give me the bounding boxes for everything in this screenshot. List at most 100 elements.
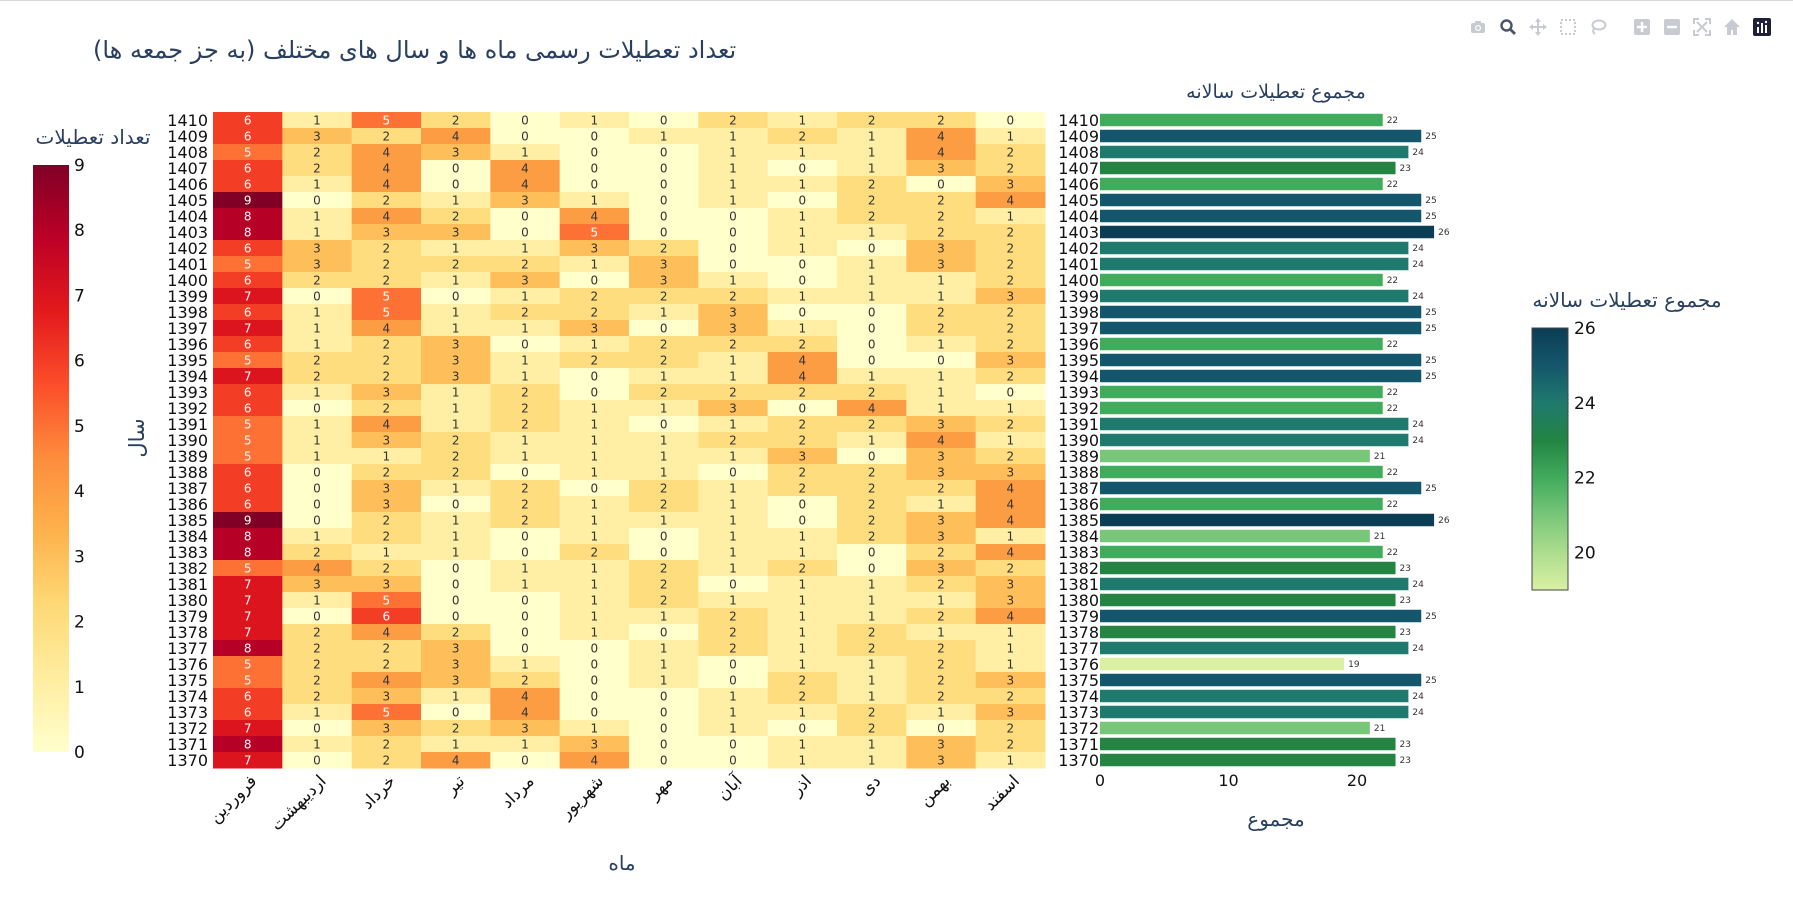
heatmap-cell-label: 1 xyxy=(521,450,529,464)
heatmap-cell-label: 1 xyxy=(452,194,460,208)
heatmap-cell xyxy=(906,320,977,337)
heatmap-cell xyxy=(975,384,1046,401)
heatmap-cell-label: 1 xyxy=(1007,626,1015,640)
heatmap-cell xyxy=(351,640,422,657)
heatmap-cell xyxy=(906,416,977,433)
heatmap-cell xyxy=(906,672,977,689)
heatmap-cell-label: 2 xyxy=(383,242,391,256)
heatmap-cell xyxy=(559,256,630,273)
bar xyxy=(1100,129,1422,143)
heatmap-cell-label: 0 xyxy=(521,210,529,224)
heatmap-cell-label: 1 xyxy=(660,658,668,672)
heatmap-cell xyxy=(282,240,353,257)
bar-y-tick: 1372 xyxy=(1058,719,1099,738)
heatmap-cell xyxy=(837,320,907,337)
heatmap-cell xyxy=(351,400,422,417)
heatmap-cell xyxy=(490,576,561,593)
plotly-logo-icon[interactable] xyxy=(1749,16,1775,38)
heatmap-cell xyxy=(282,368,353,385)
heatmap-cell-label: 1 xyxy=(799,322,807,336)
box-select-icon[interactable] xyxy=(1555,16,1581,38)
heatmap-cell-label: 0 xyxy=(729,674,737,688)
heatmap-cell-label: 1 xyxy=(729,722,737,736)
heatmap-cell xyxy=(906,656,977,673)
autoscale-icon[interactable] xyxy=(1689,16,1715,38)
heatmap-y-tick: 1406 xyxy=(167,175,208,194)
heatmap-y-tick: 1397 xyxy=(167,319,208,338)
heatmap-cell-label: 0 xyxy=(452,178,460,192)
heatmap-cell xyxy=(213,592,283,609)
heatmap-cell xyxy=(421,272,491,289)
heatmap-cell xyxy=(837,736,907,753)
lasso-icon[interactable] xyxy=(1585,16,1611,38)
heatmap-cell-label: 1 xyxy=(868,578,876,592)
heatmap-cell-label: 1 xyxy=(521,578,529,592)
heatmap-cell-label: 4 xyxy=(1007,498,1015,512)
heatmap-cell xyxy=(213,688,283,705)
heatmap-cell-label: 2 xyxy=(937,482,945,496)
heatmap-cell xyxy=(837,336,907,353)
camera-icon[interactable] xyxy=(1465,16,1491,38)
reset-axes-icon[interactable] xyxy=(1719,16,1745,38)
heatmap-cell xyxy=(559,144,630,161)
zoom-out-icon[interactable] xyxy=(1659,16,1685,38)
heatmap-cell xyxy=(698,640,769,657)
heatmap-cell xyxy=(559,320,630,337)
heatmap-cell xyxy=(698,272,769,289)
heatmap-cell xyxy=(837,160,907,177)
bar-y-tick: 1379 xyxy=(1058,607,1099,626)
heatmap-cell xyxy=(767,352,838,369)
zoom-in-icon[interactable] xyxy=(1629,16,1655,38)
heatmap-cell xyxy=(351,128,422,145)
heatmap-cell-label: 3 xyxy=(937,242,945,256)
heatmap-cell xyxy=(767,464,838,481)
heatmap-cell-label: 3 xyxy=(937,754,945,768)
heatmap-cell xyxy=(490,480,561,497)
zoom-icon[interactable] xyxy=(1495,16,1521,38)
heatmap-cell-label: 2 xyxy=(660,242,668,256)
heatmap-cell-label: 1 xyxy=(1007,210,1015,224)
heatmap-cell-label: 3 xyxy=(1007,578,1015,592)
heatmap-cell xyxy=(698,416,769,433)
heatmap-cell-label: 1 xyxy=(868,434,876,448)
bar-y-tick: 1380 xyxy=(1058,591,1099,610)
heatmap-x-axis-title: ماه xyxy=(608,851,635,875)
heatmap-cell xyxy=(351,688,422,705)
heatmap-cell-label: 2 xyxy=(1007,738,1015,752)
pan-icon[interactable] xyxy=(1525,16,1551,38)
heatmap-cell-label: 0 xyxy=(660,210,668,224)
heatmap-cell xyxy=(421,720,491,737)
heatmap-cell-label: 2 xyxy=(868,706,876,720)
bar xyxy=(1100,689,1409,703)
heatmap-cell-label: 0 xyxy=(660,626,668,640)
heatmap-cell xyxy=(767,160,838,177)
heatmap-cell-label: 0 xyxy=(660,738,668,752)
heatmap-cell xyxy=(421,128,491,145)
bar-value-label: 24 xyxy=(1412,692,1424,702)
heatmap-cell-label: 1 xyxy=(799,706,807,720)
bar-y-tick: 1386 xyxy=(1058,495,1099,514)
heatmap-y-tick: 1403 xyxy=(167,223,208,242)
heatmap-cell-label: 2 xyxy=(799,562,807,576)
heatmap-cell xyxy=(351,176,422,193)
bar xyxy=(1100,305,1422,319)
bar-value-label: 23 xyxy=(1400,596,1411,606)
bar xyxy=(1100,721,1370,735)
heatmap-cell xyxy=(837,640,907,657)
heatmap-cell xyxy=(767,304,838,321)
heatmap-cell xyxy=(351,208,422,225)
heatmap-cell xyxy=(421,288,491,305)
heatmap-cell-label: 2 xyxy=(383,354,391,368)
heatmap-cell xyxy=(629,704,699,721)
heatmap-cell xyxy=(629,656,699,673)
heatmap-cell xyxy=(213,384,283,401)
heatmap-cell-label: 2 xyxy=(1007,146,1015,160)
heatmap-cell-label: 1 xyxy=(1007,658,1015,672)
heatmap-cell-label: 1 xyxy=(591,418,599,432)
bar-value-label: 25 xyxy=(1425,324,1436,334)
heatmap-cell xyxy=(767,288,838,305)
heatmap-cell-label: 3 xyxy=(383,434,391,448)
heatmap-cell xyxy=(490,224,561,241)
heatmap-cell-label: 3 xyxy=(313,242,321,256)
bar xyxy=(1100,273,1383,287)
